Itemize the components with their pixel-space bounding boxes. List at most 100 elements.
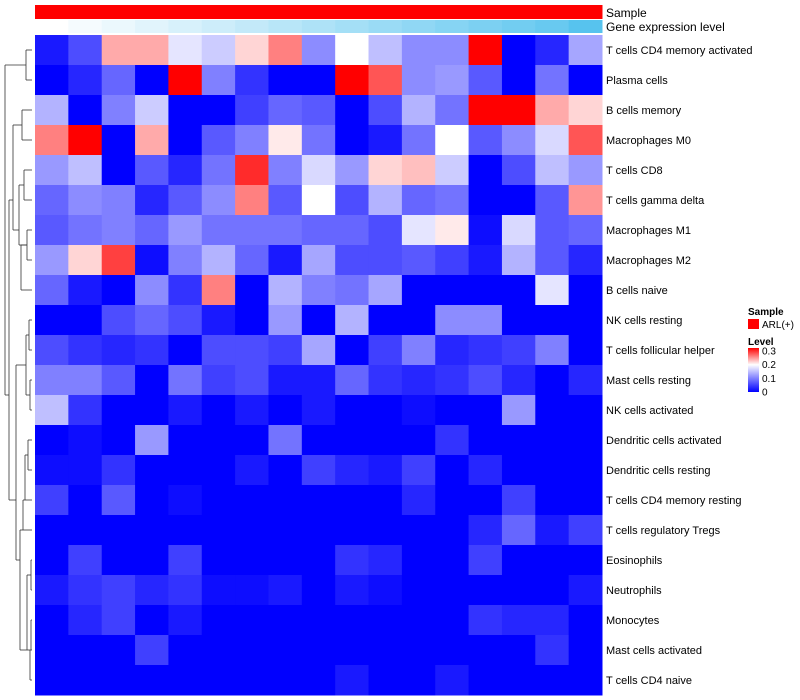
heatmap-cell: [68, 245, 103, 276]
heatmap-cell: [401, 545, 436, 576]
heatmap-cell: [535, 305, 570, 336]
heatmap-cell: [68, 575, 103, 606]
heatmap-cell: [235, 185, 269, 216]
heatmap-cell: [268, 35, 303, 66]
heatmap-cell: [468, 95, 503, 126]
heatmap-cell: [135, 485, 169, 516]
heatmap-cell: [35, 515, 69, 546]
heatmap-cell: [201, 305, 236, 336]
heatmap-cell: [235, 125, 269, 156]
heatmap-cell: [335, 485, 370, 516]
expression-annotation-cell: [535, 20, 570, 33]
row-label: T cells CD4 memory resting: [606, 495, 742, 507]
sample-annotation-cell: [68, 5, 103, 19]
heatmap-cell: [268, 245, 303, 276]
heatmap-cell: [35, 425, 69, 456]
heatmap-cell: [335, 65, 370, 96]
heatmap-cell: [468, 485, 503, 516]
heatmap-cell: [135, 575, 169, 606]
heatmap-cell: [268, 155, 303, 186]
row-label: T cells gamma delta: [606, 195, 705, 207]
heatmap-cell: [435, 35, 470, 66]
heatmap-cell: [335, 455, 370, 486]
heatmap-cell: [68, 95, 103, 126]
heatmap-cell: [401, 485, 436, 516]
heatmap-cell: [101, 395, 136, 426]
heatmap-cell: [535, 395, 570, 426]
heatmap-cell: [568, 635, 603, 666]
heatmap-cell: [368, 605, 403, 636]
heatmap-cell: [35, 455, 69, 486]
heatmap-cell: [135, 275, 169, 306]
heatmap-cell: [135, 605, 169, 636]
heatmap-cell: [135, 335, 169, 366]
heatmap-cell: [101, 305, 136, 336]
legend-level-ticks: 0.3 0.2 0.1 0: [762, 346, 776, 398]
expression-annotation-cell: [401, 20, 436, 33]
heatmap-cell: [568, 95, 603, 126]
heatmap-cell: [568, 245, 603, 276]
heatmap-cell: [268, 485, 303, 516]
heatmap-cell: [468, 125, 503, 156]
heatmap-cell: [135, 665, 169, 696]
heatmap-cell: [235, 215, 269, 246]
heatmap-cell: [535, 665, 570, 696]
heatmap-cell: [101, 275, 136, 306]
heatmap-cell: [201, 185, 236, 216]
heatmap-cell: [68, 425, 103, 456]
heatmap-cell: [368, 665, 403, 696]
row-label: Macrophages M2: [606, 255, 691, 267]
heatmap-cell: [201, 65, 236, 96]
heatmap-cell: [435, 605, 470, 636]
heatmap-cell: [135, 125, 169, 156]
heatmap-cell: [535, 275, 570, 306]
heatmap-cell: [468, 575, 503, 606]
heatmap-cell: [368, 125, 403, 156]
heatmap-cell: [535, 125, 570, 156]
heatmap-cell: [268, 65, 303, 96]
heatmap-cell: [301, 545, 336, 576]
legend-level-title: Level: [748, 337, 774, 348]
heatmap-cell: [501, 605, 536, 636]
heatmap-cell: [168, 365, 203, 396]
heatmap-cell: [101, 455, 136, 486]
heatmap-cell: [68, 125, 103, 156]
expression-annotation-cell: [235, 20, 269, 33]
heatmap-cell: [568, 515, 603, 546]
heatmap-cell: [568, 65, 603, 96]
heatmap-cell: [501, 515, 536, 546]
heatmap-cell: [68, 365, 103, 396]
heatmap-cell: [401, 35, 436, 66]
heatmap-cell: [301, 575, 336, 606]
heatmap-cell: [501, 305, 536, 336]
heatmap-cell: [468, 335, 503, 366]
heatmap-cell: [435, 455, 470, 486]
heatmap-cell: [435, 665, 470, 696]
heatmap-cell: [168, 125, 203, 156]
legend: Sample ARL(+) Level 0.3 0.2 0.1 0: [748, 307, 794, 399]
heatmap-cell: [435, 125, 470, 156]
heatmap-cell: [35, 275, 69, 306]
heatmap-cell: [201, 275, 236, 306]
heatmap-cell: [168, 635, 203, 666]
heatmap-cell: [268, 95, 303, 126]
heatmap-cell: [435, 245, 470, 276]
heatmap-cell: [501, 425, 536, 456]
heatmap-cell: [335, 395, 370, 426]
heatmap-cell: [435, 575, 470, 606]
heatmap-cell: [68, 335, 103, 366]
sample-annotation-cell: [135, 5, 169, 19]
expression-annotation-cell: [335, 20, 370, 33]
heatmap-cell: [68, 545, 103, 576]
heatmap-cell: [435, 365, 470, 396]
heatmap-cell: [201, 605, 236, 636]
heatmap-cell: [401, 185, 436, 216]
heatmap-cell: [135, 95, 169, 126]
expression-annotation-cell: [301, 20, 336, 33]
heatmap-cell: [501, 635, 536, 666]
heatmap-cell: [335, 95, 370, 126]
heatmap-cell: [568, 35, 603, 66]
heatmap-cell: [568, 365, 603, 396]
heatmap-cell: [135, 215, 169, 246]
heatmap-cell: [101, 245, 136, 276]
